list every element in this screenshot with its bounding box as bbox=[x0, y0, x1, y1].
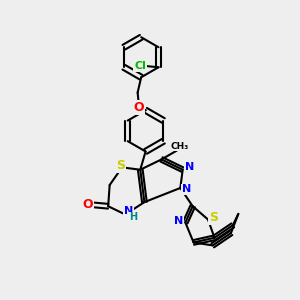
Text: N: N bbox=[182, 184, 191, 194]
Text: O: O bbox=[82, 198, 93, 211]
Text: O: O bbox=[134, 101, 144, 114]
Text: Cl: Cl bbox=[134, 61, 146, 71]
Text: S: S bbox=[116, 159, 125, 172]
Text: N: N bbox=[174, 216, 184, 226]
Text: H: H bbox=[129, 212, 138, 222]
Text: CH₃: CH₃ bbox=[170, 142, 188, 151]
Text: S: S bbox=[209, 211, 218, 224]
Text: N: N bbox=[124, 206, 134, 216]
Text: N: N bbox=[184, 162, 194, 172]
